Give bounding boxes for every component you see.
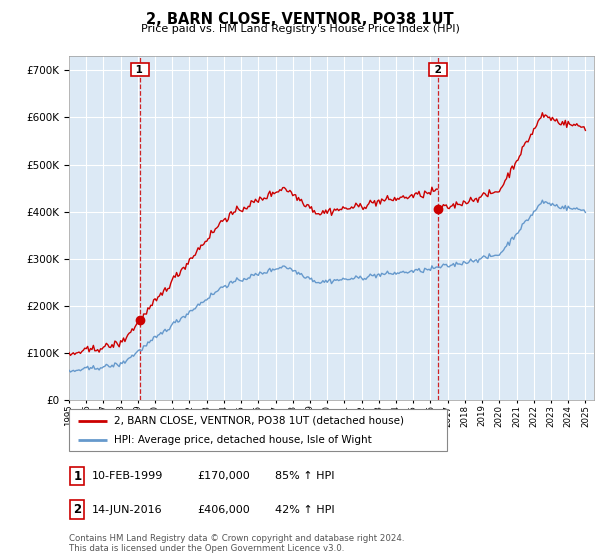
Text: 85% ↑ HPI: 85% ↑ HPI (275, 471, 334, 481)
Text: £406,000: £406,000 (197, 505, 250, 515)
Text: 2, BARN CLOSE, VENTNOR, PO38 1UT: 2, BARN CLOSE, VENTNOR, PO38 1UT (146, 12, 454, 27)
Text: Price paid vs. HM Land Registry's House Price Index (HPI): Price paid vs. HM Land Registry's House … (140, 24, 460, 34)
Text: 42% ↑ HPI: 42% ↑ HPI (275, 505, 334, 515)
Text: 2: 2 (73, 503, 82, 516)
Text: 2: 2 (431, 64, 445, 74)
Text: Contains HM Land Registry data © Crown copyright and database right 2024.
This d: Contains HM Land Registry data © Crown c… (69, 534, 404, 553)
Text: HPI: Average price, detached house, Isle of Wight: HPI: Average price, detached house, Isle… (115, 435, 372, 445)
FancyBboxPatch shape (69, 409, 447, 451)
Text: 2, BARN CLOSE, VENTNOR, PO38 1UT (detached house): 2, BARN CLOSE, VENTNOR, PO38 1UT (detach… (115, 416, 404, 426)
Text: 1: 1 (73, 469, 82, 483)
Text: £170,000: £170,000 (197, 471, 250, 481)
Text: 10-FEB-1999: 10-FEB-1999 (92, 471, 163, 481)
Text: 1: 1 (133, 64, 147, 74)
Text: 14-JUN-2016: 14-JUN-2016 (92, 505, 163, 515)
FancyBboxPatch shape (70, 500, 85, 519)
FancyBboxPatch shape (70, 466, 85, 486)
